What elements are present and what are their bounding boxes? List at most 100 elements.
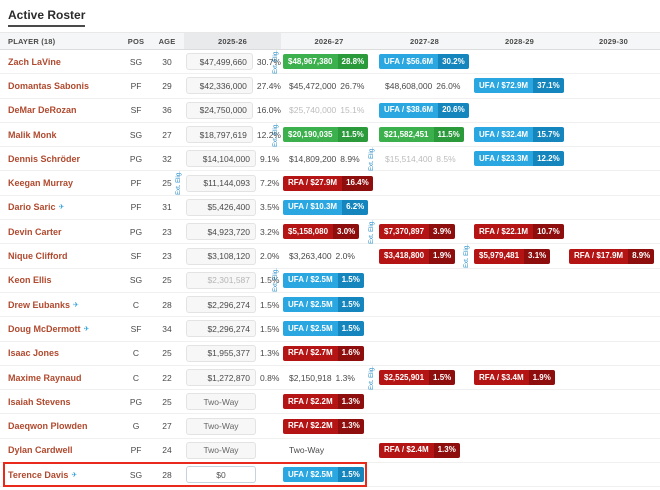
roster-row: Isaiah Stevens PG 25 Two-Way RFA / $2.2M 1.3%	[0, 390, 660, 415]
badge-value: UFA / $23.3M	[474, 151, 534, 167]
salary-value-box: $2,296,274	[186, 320, 256, 338]
player-age: 23	[162, 226, 172, 237]
contract-badge-red: RFA / $2.7M 1.6%	[283, 345, 364, 361]
column-header-age[interactable]: AGE	[158, 36, 176, 46]
player-name-link[interactable]: Terence Davis	[8, 469, 69, 480]
salary-pct: 30.7%	[256, 56, 281, 67]
contract-badge-red: $3,418,800 1.9%	[379, 248, 456, 264]
contract-badge-red: RFA / $2.4M 1.3%	[379, 442, 460, 458]
badge-pct: 1.3%	[337, 394, 364, 410]
salary-cell-y2025: $1,272,870 0.8%	[184, 369, 281, 386]
player-cell: DeMar DeRozan	[0, 105, 122, 115]
player-name-link[interactable]: Drew Eubanks	[8, 299, 71, 310]
salary-value: $25,740,000	[289, 105, 337, 116]
salary-value-box: $18,797,619	[186, 126, 253, 144]
player-name-link[interactable]: Isaac Jones	[8, 348, 60, 359]
salary-cell-y2027: Ext. Elig. $15,514,400 8.5%	[369, 147, 472, 171]
badge-value: RFA / $2.2M	[283, 394, 338, 410]
salary-cell-y2025: Two-Way	[184, 417, 281, 435]
column-header-y2025[interactable]: 2025-26	[184, 33, 281, 49]
player-name-link[interactable]: Dario Saric	[8, 202, 56, 213]
player-name-link[interactable]: Domantas Sabonis	[8, 80, 90, 91]
salary-cell-y2027: $3,418,800 1.9%	[377, 248, 472, 264]
salary-cell-y2026: UFA / $10.3M 6.2%	[281, 199, 377, 215]
badge-pct: 30.2%	[438, 54, 469, 70]
ext-elig-label: Ext. Elig.	[273, 268, 279, 293]
player-cell: Domantas Sabonis	[0, 81, 122, 91]
salary-pct: 0.8%	[260, 372, 280, 383]
contract-badge-red: RFA / $2.2M 1.3%	[283, 394, 364, 410]
salary-cell-y2027: UFA / $56.6M 30.2%	[377, 54, 472, 70]
player-name-link[interactable]: Dylan Cardwell	[8, 445, 73, 456]
badge-pct: 3.1%	[524, 248, 551, 264]
salary-value-box: $24,750,000	[186, 101, 253, 119]
player-cell: Dylan Cardwell	[0, 445, 122, 455]
badge-pct: 1.5%	[337, 272, 364, 288]
salary-value-box: $5,426,400	[186, 198, 256, 216]
player-age: 30	[162, 56, 172, 67]
player-name-link[interactable]: Dennis Schröder	[8, 153, 81, 164]
badge-value: $5,158,080	[283, 224, 334, 240]
column-header-y2028[interactable]: 2028-29	[505, 36, 534, 46]
salary-cell-y2026: $14,809,200 8.9%	[281, 154, 377, 164]
column-header-y2026[interactable]: 2026-27	[314, 36, 344, 46]
player-name-link[interactable]: Doug McDermott	[8, 323, 81, 334]
player-name-link[interactable]: Maxime Raynaud	[8, 372, 82, 383]
salary-pct: 7.2%	[260, 178, 280, 189]
roster-row: Dennis Schröder PG 32 $14,104,000 9.1% $14,80…	[0, 147, 660, 172]
contract-badge-green: $48,967,380 28.8%	[283, 54, 369, 70]
player-name-link[interactable]: Nique Clifford	[8, 251, 68, 262]
player-cell: Isaiah Stevens	[0, 397, 122, 407]
badge-value: RFA / $22.1M	[474, 224, 534, 240]
contract-badge-green: $21,582,451 11.5%	[379, 127, 464, 143]
roster-row: Dylan Cardwell PF 24 Two-Way Two-Way RFA / $2…	[0, 439, 660, 464]
badge-value: UFA / $2.5M	[283, 297, 338, 313]
salary-cell-y2025: $3,108,120 2.0%	[184, 247, 281, 265]
ext-elig-label: Ext. Elig.	[369, 146, 375, 171]
player-age: 25	[162, 348, 172, 359]
player-pos: G	[132, 421, 140, 432]
contract-badge-red: $7,370,897 3.9%	[379, 224, 456, 240]
player-name-link[interactable]: Zach LaVine	[8, 56, 61, 67]
column-header-player[interactable]: PLAYER (18)	[8, 36, 56, 46]
salary-input[interactable]: $0	[186, 466, 256, 484]
player-name-link[interactable]: Keegan Murray	[8, 178, 74, 189]
player-pos: SG	[129, 56, 143, 67]
player-name-link[interactable]: Malik Monk	[8, 129, 57, 140]
badge-pct: 10.7%	[533, 224, 564, 240]
player-name-link[interactable]: Daeqwon Plowden	[8, 421, 88, 432]
contract-badge-blue: UFA / $32.4M 15.7%	[474, 127, 564, 143]
player-name-link[interactable]: Isaiah Stevens	[8, 396, 71, 407]
player-age: 36	[162, 105, 172, 116]
column-header-pos[interactable]: POS	[127, 36, 145, 46]
roster-row: Terence Davis ✈ SG 28 $0 UFA / $2.5M 1.5%	[0, 462, 660, 488]
salary-value: $45,472,000	[289, 80, 337, 91]
contract-badge-red: $5,158,080 3.0%	[283, 224, 360, 240]
badge-pct: 28.8%	[337, 54, 369, 70]
salary-pct: 26.0%	[436, 80, 461, 91]
salary-pct: 1.5%	[260, 275, 280, 286]
player-cell: Terence Davis ✈	[0, 470, 122, 480]
player-pos: PF	[130, 80, 142, 91]
salary-value-box: $2,301,587	[186, 271, 256, 289]
player-name-link[interactable]: Devin Carter	[8, 226, 62, 237]
badge-pct: 37.1%	[533, 78, 564, 94]
player-name-link[interactable]: Keon Ellis	[8, 275, 52, 286]
column-header-y2027[interactable]: 2027-28	[410, 36, 439, 46]
column-header-y2029[interactable]: 2029-30	[599, 36, 628, 46]
salary-value: $15,514,400	[385, 153, 433, 164]
badge-pct: 1.5%	[337, 297, 364, 313]
player-name-link[interactable]: DeMar DeRozan	[8, 105, 77, 116]
salary-cell-y2028: UFA / $23.3M 12.2%	[472, 151, 567, 167]
roster-row: Isaac Jones C 25 $1,955,377 1.3% RFA / $2.7M 1…	[0, 342, 660, 366]
player-age: 22	[162, 372, 172, 383]
salary-cell-y2025: $5,426,400 3.5%	[184, 198, 281, 216]
contract-badge-red: RFA / $17.9M 8.9%	[569, 248, 655, 264]
contract-badge-blue: UFA / $2.5M 1.5%	[283, 272, 364, 288]
roster-row: Nique Clifford SF 23 $3,108,120 2.0% $3,263,4…	[0, 244, 660, 269]
player-flag-icon: ✈	[83, 325, 90, 333]
roster-row: Domantas Sabonis PF 29 $42,336,000 27.4% $45,…	[0, 74, 660, 99]
player-age: 32	[162, 153, 172, 164]
salary-cell-y2025: $18,797,619 12.2%	[184, 126, 281, 144]
contract-badge-red: RFA / $2.2M 1.3%	[283, 418, 364, 434]
